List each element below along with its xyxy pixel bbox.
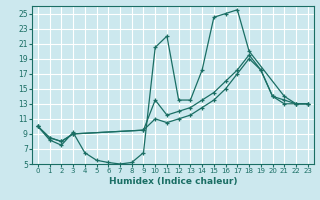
- X-axis label: Humidex (Indice chaleur): Humidex (Indice chaleur): [108, 177, 237, 186]
